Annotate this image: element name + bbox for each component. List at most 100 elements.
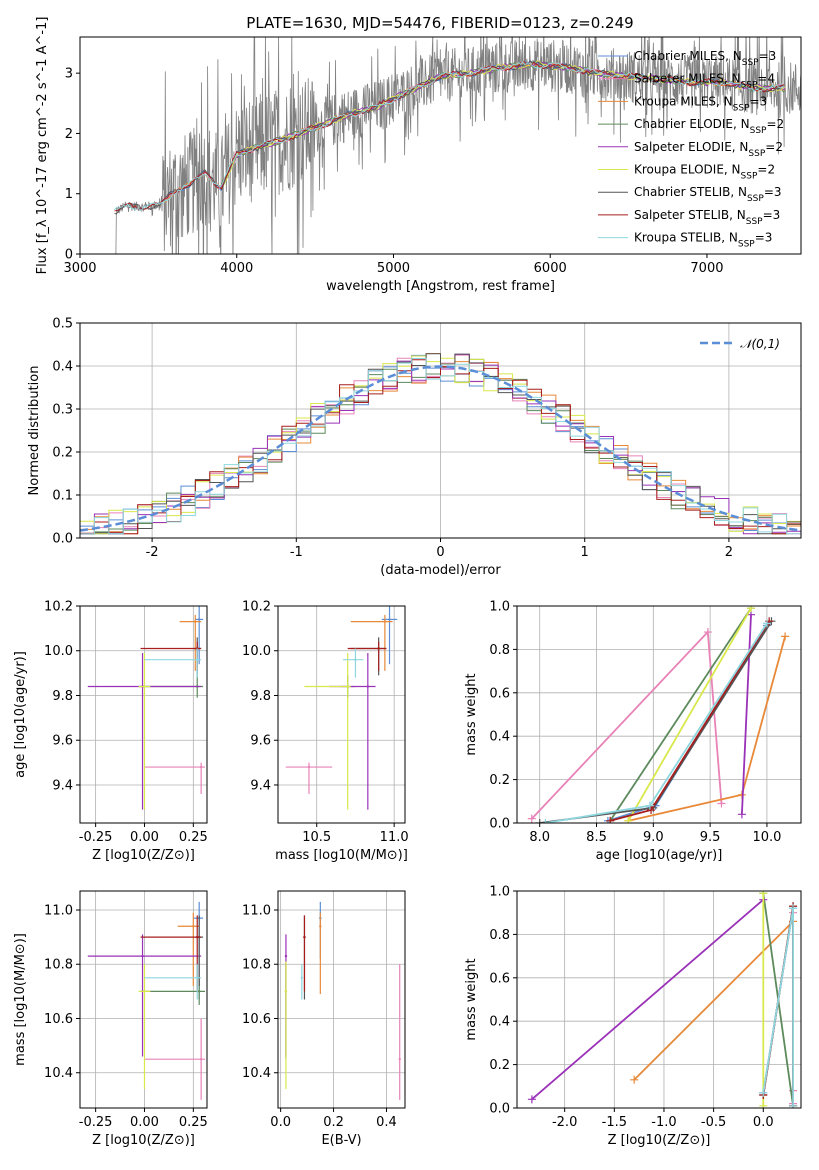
data-point — [383, 620, 387, 623]
x-tick-label: -1 — [290, 545, 303, 560]
data-point — [377, 647, 380, 650]
x-tick-label: 0.00 — [130, 830, 159, 845]
axes-weight-vs-age: 8.0 8.5 9.0 9.5 10.0 0.0 0.2 0.4 0.6 0.8 1.0 age [l… — [464, 600, 802, 863]
axes-frame — [277, 890, 406, 1109]
y-tick-label: 0.3 — [52, 403, 73, 418]
data-point — [303, 935, 306, 939]
x-tick-label: 0.00 — [130, 1115, 159, 1130]
y-axis-label: mass weight — [464, 673, 479, 755]
y-tick-label: 0.2 — [52, 446, 73, 461]
data-point — [197, 618, 201, 621]
plus-marker — [647, 805, 656, 814]
x-tick-label: 0.0 — [753, 1115, 774, 1130]
y-tick-label: 10.6 — [242, 1012, 271, 1027]
axes-frame — [516, 890, 802, 1109]
axes-frame — [277, 605, 406, 824]
plus-marker — [630, 1075, 639, 1084]
plus-marker — [789, 904, 798, 913]
data-point — [143, 990, 146, 993]
y-axis-label: mass weight — [464, 958, 479, 1040]
plus-marker — [781, 632, 790, 641]
x-axis-label: wavelength [Angstrom, rest frame] — [326, 279, 555, 294]
histogram-kroupa-stelib — [80, 358, 801, 535]
plot-area — [285, 606, 398, 810]
plus-marker — [747, 606, 756, 613]
plus-marker — [737, 810, 746, 819]
data-point — [354, 658, 357, 661]
x-tick-label: 8.0 — [529, 830, 550, 845]
data-point — [319, 925, 322, 928]
weight-line-kroupa-elodie — [627, 607, 752, 822]
y-tick-label: 0.2 — [489, 773, 510, 788]
x-tick-label: 7000 — [690, 261, 723, 276]
x-tick-label: 0.25 — [179, 1115, 208, 1130]
x-tick-label: 0.2 — [323, 1115, 344, 1130]
plus-marker — [535, 819, 544, 823]
weight-line-salpeter-elodie — [531, 899, 764, 1100]
y-tick-label: 2 — [65, 127, 73, 142]
plus-marker — [703, 628, 712, 637]
y-tick-label: 11.0 — [242, 903, 271, 918]
x-tick-label: -2 — [146, 545, 159, 560]
axes-frame — [79, 322, 802, 539]
plus-marker — [759, 1088, 768, 1097]
y-axis-label: mass [log10(M/M⊙)] — [13, 933, 28, 1066]
normal-curve — [80, 365, 801, 532]
x-tick-label: 6000 — [534, 261, 567, 276]
axes-mass-vs-Z: -0.25 0.00 0.25 10.4 10.6 10.8 11.0 Z [log10(Z/… — [13, 890, 208, 1148]
x-tick-label: 1 — [581, 545, 589, 560]
data-point — [398, 1057, 401, 1061]
x-tick-label: 0.0 — [270, 1115, 291, 1130]
y-tick-label: 0.6 — [489, 686, 510, 701]
y-axis-label: age [log10(age/yr)] — [13, 651, 28, 778]
legend-entry: 𝒩(0,1) — [740, 337, 780, 351]
y-tick-label: 9.8 — [250, 689, 271, 704]
y-tick-label: 0.8 — [489, 643, 510, 658]
data-point — [197, 990, 201, 993]
data-point — [199, 765, 203, 769]
x-tick-label: -1.0 — [651, 1115, 676, 1130]
x-axis-label: Z [log10(Z/Z⊙)] — [608, 1133, 711, 1148]
y-tick-label: 10.2 — [44, 600, 73, 615]
plot-area — [527, 606, 790, 823]
weight-line-salpeter-elodie — [741, 614, 752, 815]
axes-frame — [79, 890, 208, 1109]
plus-marker — [624, 816, 633, 823]
y-tick-label: 1 — [65, 187, 73, 202]
axes-weight-vs-Z: -2.0 -1.5 -1.0 -0.5 0.0 0.0 0.2 0.4 0.6 0.8 1.0 Z [… — [464, 885, 802, 1148]
y-tick-label: 0.8 — [489, 928, 510, 943]
y-tick-label: 9.4 — [250, 778, 271, 793]
y-tick-label: 0.0 — [489, 817, 510, 832]
y-tick-label: 1.0 — [489, 600, 510, 615]
y-tick-label: 10.6 — [44, 1012, 73, 1027]
x-axis-label: mass [log10(M/M⊙)] — [275, 848, 408, 863]
y-tick-label: 0.4 — [489, 1015, 510, 1030]
data-point — [143, 685, 146, 688]
x-tick-label: 10.0 — [752, 830, 781, 845]
data-point — [194, 620, 197, 623]
data-point — [307, 765, 311, 769]
y-tick-label: 1.0 — [489, 885, 510, 900]
y-tick-label: 10.4 — [242, 1066, 271, 1081]
y-tick-label: 9.4 — [52, 778, 73, 793]
y-tick-label: 10.0 — [44, 644, 73, 659]
y-tick-label: 3 — [65, 67, 73, 82]
plot-area — [87, 606, 206, 810]
y-tick-label: 0.5 — [52, 317, 73, 332]
y-tick-label: 0.1 — [52, 489, 73, 504]
plot-area — [527, 891, 798, 1108]
plus-marker — [759, 891, 768, 898]
x-tick-label: 10.5 — [302, 830, 331, 845]
data-point — [346, 685, 349, 688]
x-tick-label: 0 — [436, 545, 444, 560]
data-point — [300, 976, 304, 979]
x-tick-label: 3000 — [63, 261, 96, 276]
x-tick-label: 11.0 — [380, 830, 409, 845]
data-point — [284, 990, 288, 993]
axes-residuals: -2 -1 0 1 2 0.0 0.1 0.2 0.3 0.4 0.5 (data-model)/er… — [27, 317, 802, 578]
axes-frame — [516, 605, 802, 824]
y-tick-label: 9.8 — [52, 689, 73, 704]
data-point — [284, 954, 288, 958]
plot-area — [114, 37, 801, 254]
